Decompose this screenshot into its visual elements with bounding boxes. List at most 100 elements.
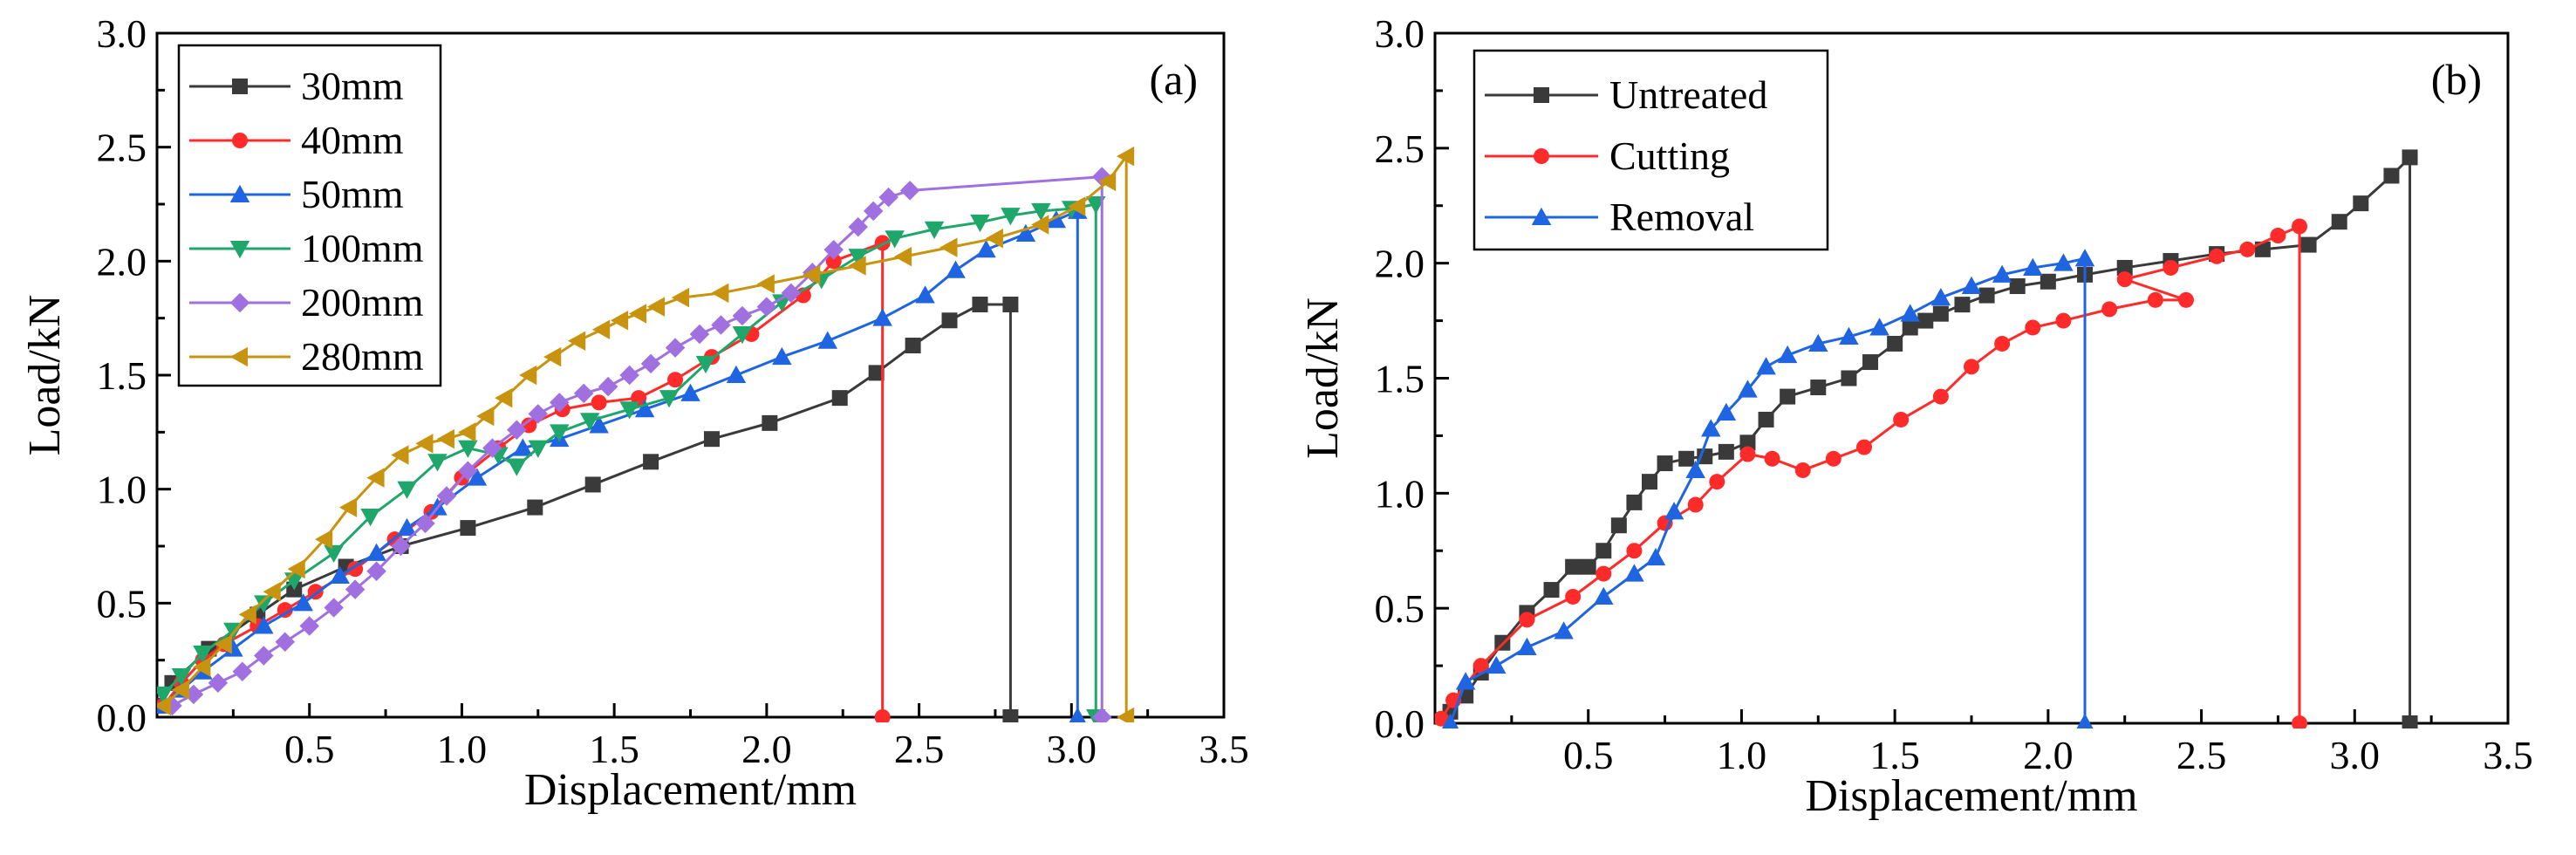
data-point [2116, 259, 2133, 276]
data-point [476, 406, 495, 427]
legend-label: 40mm [301, 118, 404, 162]
data-point [1664, 502, 1684, 520]
data-point [458, 461, 478, 482]
data-point [985, 228, 1003, 249]
data-point [391, 536, 411, 557]
data-point [1739, 434, 1756, 451]
data-point [338, 497, 358, 517]
data-point [1794, 462, 1811, 478]
data-point [1046, 210, 1067, 229]
data-point [1764, 450, 1780, 467]
legend-marker [1531, 207, 1552, 225]
x-tick-label: 3.5 [1199, 727, 1249, 771]
series-50mm [157, 201, 1088, 722]
data-point [324, 598, 344, 618]
data-point [848, 249, 868, 267]
data-point [287, 558, 305, 579]
y-tick-label: 2.0 [97, 239, 147, 284]
y-tick-label: 0.0 [1375, 701, 1425, 746]
data-point [619, 401, 639, 420]
data-point [324, 544, 344, 564]
data-point [1015, 223, 1036, 242]
data-point [1716, 402, 1737, 421]
legend-label: 200mm [301, 280, 424, 325]
x-tick-label: 2.0 [741, 727, 792, 771]
data-point [397, 481, 417, 499]
data-point [293, 593, 313, 612]
data-point [1954, 297, 1971, 313]
data-point [1810, 380, 1827, 396]
data-point [762, 414, 778, 431]
data-point [330, 565, 350, 584]
data-point [589, 415, 609, 434]
data-point [619, 365, 639, 386]
data-point [1900, 304, 1920, 322]
x-tick-label: 2.0 [2023, 733, 2074, 777]
data-point [598, 376, 618, 397]
data-point [543, 346, 562, 367]
data-point [277, 602, 293, 619]
data-point [232, 661, 253, 681]
legend-label: 50mm [301, 172, 404, 216]
data-point [171, 667, 192, 687]
data-point [1992, 264, 2012, 283]
series-line [1449, 256, 2087, 724]
data-point [2239, 241, 2256, 257]
data-point [756, 297, 777, 317]
data-point [1685, 460, 1705, 478]
y-tick-label: 1.0 [1375, 471, 1425, 516]
data-point [366, 561, 386, 581]
data-point [591, 319, 611, 339]
data-point [823, 240, 844, 260]
x-tick-label: 3.5 [2483, 733, 2533, 777]
data-point [527, 499, 543, 516]
legend-label: 100mm [301, 226, 424, 270]
data-point [436, 486, 457, 506]
data-point [1626, 494, 1643, 510]
data-point [1116, 146, 1135, 167]
data-point [781, 283, 802, 304]
data-point [2270, 228, 2286, 244]
panel-label: (b) [2431, 55, 2482, 104]
data-point [646, 297, 666, 317]
data-point [803, 264, 821, 285]
data-point [1718, 443, 1734, 460]
data-point [848, 256, 866, 276]
data-point [171, 680, 189, 700]
data-point [2300, 236, 2317, 253]
data-point [711, 283, 729, 304]
data-point [1893, 411, 1910, 428]
legend-marker [229, 241, 250, 259]
data-point [1678, 450, 1695, 467]
data-point [1841, 370, 1857, 386]
data-point [254, 646, 274, 666]
legend-marker [1534, 148, 1549, 164]
data-point [1902, 319, 1918, 336]
legend-box [177, 44, 442, 387]
data-point [976, 240, 996, 258]
data-point [610, 311, 629, 331]
data-point [1758, 411, 1774, 428]
data-point [825, 253, 842, 270]
chart-panel-a: 0.5 1.0 1.5 2.0 2.5 3.0 3.5 0.0 0.5 1.0 1.5 2.0 2.5 3… [20, 11, 1249, 815]
data-point [2383, 168, 2400, 184]
legend-label: 280mm [301, 334, 424, 379]
data-point [1930, 287, 1951, 306]
data-point [1701, 419, 1721, 437]
data-point [1964, 359, 1979, 375]
data-point [1002, 296, 1019, 312]
data-point [436, 428, 454, 449]
data-point [1932, 388, 1949, 405]
data-point [711, 315, 731, 335]
x-axis-title: Displacement/mm [524, 765, 857, 815]
data-point [2402, 715, 2418, 728]
y-tick-label: 3.0 [97, 11, 147, 56]
data-point [1001, 208, 1021, 226]
data-point [1068, 196, 1086, 216]
data-point [1031, 215, 1049, 235]
data-point [2025, 319, 2041, 336]
y-axis-title: Load/kN [20, 295, 70, 456]
data-point [513, 438, 533, 456]
y-tick-label: 2.5 [97, 126, 147, 170]
data-point [254, 616, 274, 634]
